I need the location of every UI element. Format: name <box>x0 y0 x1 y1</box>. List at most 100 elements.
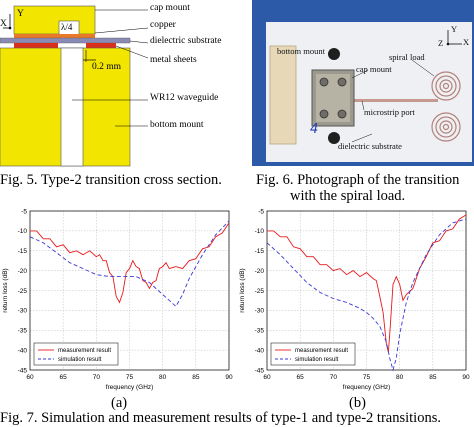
fig5-axis-x-label: X <box>0 19 7 29</box>
fig5-lambda-label: λ/4 <box>61 22 73 32</box>
chart-a-xtick-0: 60 <box>26 374 34 381</box>
fig5-label-bottom-mount: bottom mount <box>150 120 204 130</box>
fig5-leader-metal <box>115 45 149 59</box>
fig6-bottom-mount-strip <box>269 45 297 145</box>
fig6-screw-2 <box>337 77 347 87</box>
chart-b-series-simulation-line <box>266 218 467 372</box>
chart-a-legend-box <box>33 342 119 366</box>
fig5-leader-copper <box>94 27 149 34</box>
fig5-label-cap-mount: cap mount <box>150 3 190 13</box>
chart-a-ytick-4: -25 <box>18 288 28 295</box>
fig5-leader-dielectric <box>129 40 149 44</box>
chart-b-ytick-3: -20 <box>255 268 265 275</box>
chart-b-ytick-1: -10 <box>255 228 265 235</box>
fig7-sublabel-b: (b) <box>349 395 366 411</box>
chart-b-ytick-0: -5 <box>258 208 264 215</box>
chart-a-ytick-7: -40 <box>18 347 28 354</box>
fig5-cap-mount <box>13 5 96 35</box>
fig6-screw-1 <box>319 77 329 87</box>
chart-a-ytick-0: -5 <box>21 208 27 215</box>
fig5-caption: Fig. 5. Type-2 transition cross section. <box>0 172 222 188</box>
fig5-copper-layer <box>14 34 95 38</box>
chart-b-legend-label-0: measurement result <box>295 348 348 354</box>
fig6-axis-z-dot <box>446 42 450 46</box>
chart-b-legend-label-1: simulation result <box>295 357 339 363</box>
fig6-label-spiral-load: spiral load <box>389 52 425 62</box>
chart-a-series-measurement-line <box>30 222 230 304</box>
chart-b-xtick-4: 80 <box>396 374 404 381</box>
chart-b-ytick-7: -40 <box>255 347 265 354</box>
fig5-label-dielectric: dielectric substrate <box>150 36 222 46</box>
chart-b-ytick-4: -25 <box>255 288 265 295</box>
fig5-label-copper: copper <box>150 20 176 30</box>
fig6-spiral-load-top <box>431 71 461 101</box>
chart-b-xtick-5: 85 <box>429 374 437 381</box>
chart-a-xtick-1: 65 <box>60 374 68 381</box>
chart-a-xtick-2: 70 <box>93 374 101 381</box>
chart-b-ytick-8: -45 <box>255 367 265 374</box>
fig6-axis-y-label: Y <box>451 24 458 34</box>
fig5-metal-sheet-right <box>86 43 116 48</box>
chart-a-xtick-3: 75 <box>126 374 134 381</box>
fig6-mount-hole-top <box>328 48 340 60</box>
fig6-leader-dielectric <box>351 133 373 143</box>
fig7-chart-a: 60 65 70 75 80 85 90 -5 -10 -15 -20 -25 -30 -35 -40 -45… <box>2 208 233 391</box>
chart-b-xtick-1: 65 <box>297 374 305 381</box>
chart-a-legend-label-0: measurement result <box>58 348 111 354</box>
chart-a-xtick-5: 85 <box>192 374 200 381</box>
fig6-panel: bottom mount cap mount spiral load micro… <box>252 0 474 204</box>
chart-a-series-simulation-line <box>29 220 230 308</box>
chart-a-ytick-1: -10 <box>18 228 28 235</box>
fig6-leader-spiral <box>411 59 435 77</box>
fig5-dielectric-layer <box>0 37 131 44</box>
fig6-caption-line2: with the spiral load. <box>290 188 406 204</box>
chart-a-ytick-3: -20 <box>18 268 28 275</box>
chart-b-ytick-6: -35 <box>255 328 265 335</box>
chart-a-ytick-5: -30 <box>18 308 28 315</box>
fig5-label-metal-sheets: metal sheets <box>150 55 197 65</box>
fig6-screw-3 <box>319 109 329 119</box>
fig6-label-cap-mount: cap mount <box>356 64 392 74</box>
fig6-label-bottom-mount: bottom mount <box>277 46 325 56</box>
chart-a-ylabel: return loss (dB) <box>2 268 9 312</box>
fig5-panel: X Y λ/4 0.2 mm cap mount copper dielectr… <box>0 0 250 200</box>
fig5-cross-section-drawing <box>0 5 149 167</box>
fig6-spiral-load-bottom <box>431 112 461 142</box>
fig6-leader-microstrip <box>361 100 365 111</box>
fig5-dim-label: 0.2 mm <box>92 62 122 72</box>
chart-b-xlabel: frequency (GHz) <box>343 384 391 391</box>
chart-a-ytick-2: -15 <box>18 248 28 255</box>
fig5-axis-z-dot <box>8 26 12 30</box>
fig5-label-waveguide: WR12 waveguide <box>150 93 219 103</box>
fig6-label-microstrip-port: microstrip port <box>364 107 415 117</box>
chart-a-xtick-6: 90 <box>225 374 233 381</box>
fig7-caption: Fig. 7. Simulation and measurement resul… <box>0 410 441 426</box>
fig6-photograph <box>252 0 474 166</box>
fig6-mount-hole-bottom <box>328 132 340 144</box>
chart-b-xtick-2: 70 <box>330 374 338 381</box>
fig6-axis-z-label: Z <box>438 38 444 48</box>
fig6-caption-line1: Fig. 6. Photograph of the transition <box>256 172 460 188</box>
fig7-sublabel-a: (a) <box>111 395 128 411</box>
fig5-metal-sheet-left <box>14 43 58 48</box>
fig5-waveguide-channel <box>60 47 84 167</box>
fig6-screw-4 <box>337 109 347 119</box>
fig6-label-dielectric: dielectric substrate <box>338 141 402 151</box>
chart-b-xtick-6: 90 <box>462 374 470 381</box>
chart-a-xlabel: frequency (GHz) <box>106 384 154 391</box>
fig6-axis-x-label: X <box>463 37 470 47</box>
fig6-microstrip-line <box>352 99 438 102</box>
chart-a-xtick-4: 80 <box>159 374 167 381</box>
chart-b-ytick-5: -30 <box>255 308 265 315</box>
fig5-axis-y-label: Y <box>17 9 24 19</box>
chart-b-ylabel: return loss (dB) <box>239 268 246 312</box>
chart-b-legend-box <box>270 342 356 366</box>
chart-b-frame <box>266 210 467 371</box>
chart-b-ytick-2: -15 <box>255 248 265 255</box>
chart-a-legend-label-1: simulation result <box>58 357 102 363</box>
chart-b-series-measurement-line <box>267 214 467 353</box>
chart-a-frame <box>29 210 230 371</box>
fig6-leader-cap <box>351 69 369 79</box>
fig7-chart-b: 60 65 70 75 80 85 90 -5 -10 -15 -20 -25 -30 -35 -40 -45… <box>239 208 470 391</box>
chart-b-xtick-0: 60 <box>263 374 271 381</box>
